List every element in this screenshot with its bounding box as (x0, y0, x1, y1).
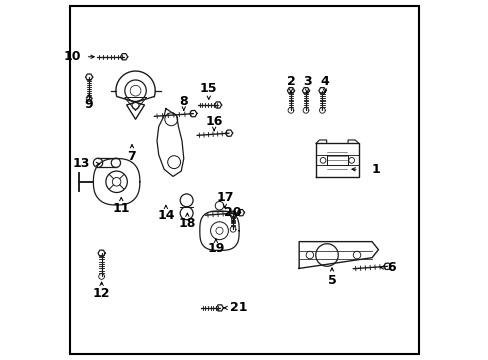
Text: 19: 19 (207, 242, 224, 255)
Text: 3: 3 (302, 75, 311, 88)
Text: 10: 10 (63, 50, 81, 63)
Text: 4: 4 (320, 75, 328, 88)
Text: 20: 20 (224, 206, 242, 219)
Text: 8: 8 (179, 95, 188, 108)
Text: 16: 16 (205, 114, 223, 127)
Text: 12: 12 (93, 287, 110, 300)
Text: 2: 2 (286, 75, 295, 88)
Text: 14: 14 (157, 209, 174, 222)
Text: 21: 21 (230, 301, 247, 314)
Text: 1: 1 (370, 163, 379, 176)
Text: 17: 17 (216, 192, 233, 204)
Text: 18: 18 (178, 217, 196, 230)
Text: 9: 9 (84, 99, 93, 112)
Text: 13: 13 (73, 157, 90, 170)
Text: 6: 6 (386, 261, 395, 274)
Text: 11: 11 (112, 202, 130, 215)
Text: 7: 7 (127, 150, 136, 163)
Text: 5: 5 (327, 274, 336, 287)
Text: 15: 15 (200, 82, 217, 95)
